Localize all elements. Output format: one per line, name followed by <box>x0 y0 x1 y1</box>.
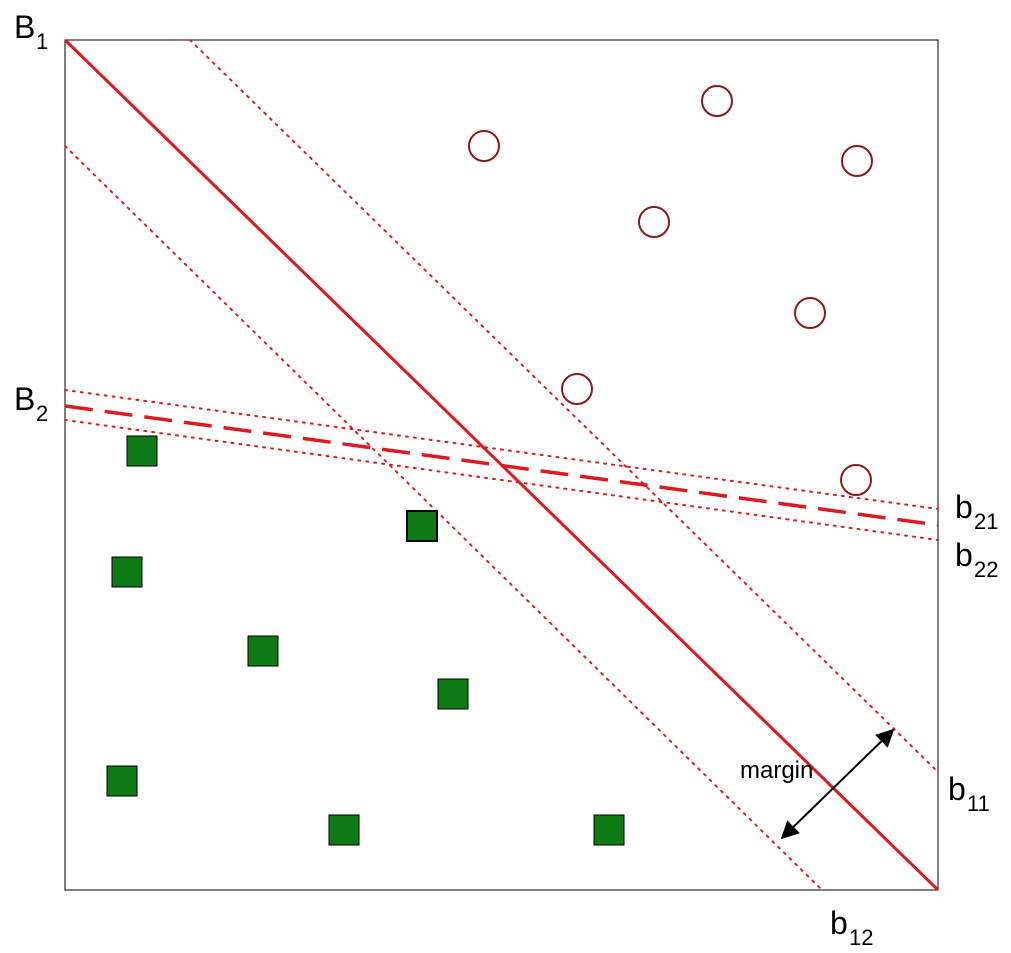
square-point <box>406 510 438 542</box>
svg-text:11: 11 <box>967 791 990 816</box>
circle-point <box>794 297 826 329</box>
svg-text:21: 21 <box>974 509 998 534</box>
label-b11: b 11 <box>948 771 990 816</box>
svg-text:2: 2 <box>36 401 48 426</box>
plot-frame <box>64 39 939 891</box>
circle-point <box>841 145 873 177</box>
boundary-b2-line <box>64 404 939 527</box>
label-b21: b 21 <box>955 489 998 534</box>
circle-class <box>468 85 873 496</box>
circle-point <box>638 206 670 238</box>
circle-point <box>840 464 872 496</box>
circle-point <box>561 373 593 405</box>
square-point <box>106 765 138 797</box>
hyperplane-b11-line <box>189 39 939 773</box>
square-point <box>328 814 360 846</box>
svg-text:b: b <box>955 489 973 525</box>
circle-point <box>468 130 500 162</box>
hyperplane-b12-line <box>64 145 823 891</box>
square-point <box>593 814 625 846</box>
svg-text:12: 12 <box>849 925 873 950</box>
label-b1: B 1 <box>14 9 48 54</box>
label-b12: b 12 <box>830 905 873 950</box>
svg-text:b: b <box>955 537 973 573</box>
circle-point <box>701 85 733 117</box>
square-point <box>126 435 158 467</box>
square-point <box>437 678 469 710</box>
label-b22: b 22 <box>955 537 998 582</box>
hyperplane-b22-line <box>64 419 939 541</box>
svg-text:1: 1 <box>36 29 48 54</box>
svg-text:22: 22 <box>974 557 998 582</box>
svg-text:B: B <box>14 381 35 417</box>
label-b2: B 2 <box>14 381 48 426</box>
margin-label: margin <box>740 757 813 784</box>
hyperplane-b21-line <box>64 389 939 510</box>
square-class <box>106 435 625 846</box>
square-point <box>111 556 143 588</box>
svg-text:b: b <box>948 771 966 807</box>
svg-text:B: B <box>14 9 35 45</box>
margin-arrow <box>780 728 895 840</box>
square-point <box>247 635 279 667</box>
svg-text:b: b <box>830 905 848 941</box>
